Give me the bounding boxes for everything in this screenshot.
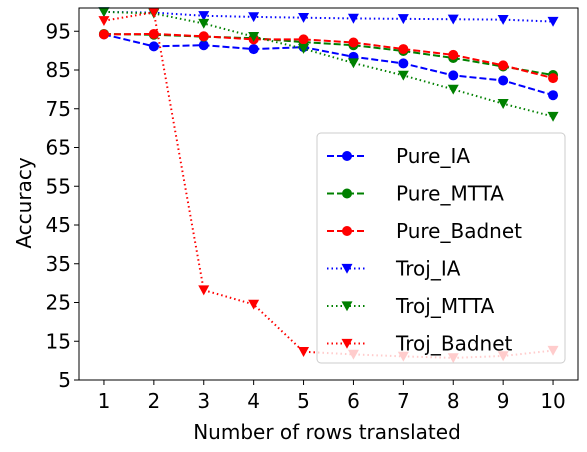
data-point-troj-mtta-5: [298, 44, 310, 54]
y-tick-label-5: 5: [58, 368, 71, 392]
legend-marker-pure-badnet: [342, 226, 352, 236]
series-troj-ia: [98, 7, 559, 27]
data-point-troj-ia-6: [347, 13, 359, 24]
axes-frame: [78, 7, 579, 381]
legend-entry-troj-mtta: Troj_MTTA: [327, 294, 495, 318]
data-point-pure-badnet-3: [198, 31, 209, 42]
x-tick-label-10: 10: [540, 389, 565, 413]
series-pure-badnet: [98, 28, 559, 84]
x-tick-label-6: 6: [347, 389, 360, 413]
data-point-pure-badnet-7: [398, 44, 409, 55]
legend-label-pure-mtta: Pure_MTTA: [396, 182, 504, 206]
x-tick-label-5: 5: [297, 389, 310, 413]
y-tick-label-85: 85: [46, 58, 71, 82]
data-point-troj-mtta-4: [248, 32, 260, 42]
series-line-pure-ia: [103, 33, 554, 97]
data-point-troj-ia-10: [547, 16, 559, 27]
data-point-pure-ia-8: [448, 70, 459, 81]
y-tick-label-15: 15: [46, 329, 71, 353]
legend-label-troj-ia: Troj_IA: [395, 257, 461, 281]
data-point-troj-badnet-4: [248, 299, 260, 310]
series-line-pure-badnet: [103, 32, 554, 80]
data-point-pure-ia-9: [498, 75, 509, 86]
legend-entry-pure-badnet: Pure_Badnet: [327, 219, 522, 243]
y-tick-label-75: 75: [46, 97, 71, 121]
plot-area-border: [78, 7, 579, 381]
legend-entry-pure-ia: Pure_IA: [327, 144, 470, 168]
legend-label-pure-badnet: Pure_Badnet: [396, 219, 522, 243]
legend-marker-troj-mtta: [341, 301, 353, 312]
legend-entry-troj-badnet: Troj_Badnet: [327, 332, 513, 356]
data-point-troj-ia-3: [198, 11, 210, 21]
data-point-troj-badnet-2: [148, 7, 160, 18]
data-point-troj-mtta-8: [447, 84, 459, 95]
legend-label-troj-badnet: Troj_Badnet: [395, 332, 513, 356]
legend-entry-troj-ia: Troj_IA: [327, 257, 461, 281]
y-axis-ticks: 5 15 25 35 45 55 65 75 85 95: [46, 19, 79, 392]
y-tick-label-65: 65: [46, 136, 71, 160]
data-point-pure-ia-4: [248, 44, 259, 55]
data-point-pure-ia-10: [548, 90, 559, 101]
y-tick-label-45: 45: [46, 213, 71, 237]
data-point-troj-mtta-10: [547, 111, 559, 122]
data-point-troj-mtta-1: [98, 7, 110, 18]
legend-marker-pure-mtta: [342, 188, 352, 199]
data-point-pure-badnet-2: [148, 28, 159, 39]
legend-entries: Pure_IA Pure_MTTA Pure_Badnet Troj_IA Troj_M…: [327, 144, 522, 356]
data-point-troj-ia-4: [248, 12, 260, 23]
data-point-troj-mtta-3: [198, 18, 210, 29]
data-point-pure-badnet-9: [498, 60, 509, 71]
legend-marker-troj-badnet: [341, 338, 353, 349]
data-point-troj-mtta-7: [397, 70, 409, 81]
legend-entry-pure-mtta: Pure_MTTA: [327, 182, 504, 206]
x-tick-label-1: 1: [98, 389, 111, 413]
data-point-pure-badnet-6: [348, 37, 359, 48]
x-axis-ticks: 1 2 3 4 5 6 7 8 9 10: [98, 380, 566, 413]
data-point-pure-badnet-1: [98, 29, 109, 40]
data-point-troj-badnet-5: [298, 347, 310, 357]
legend-label-pure-ia: Pure_IA: [396, 144, 470, 168]
x-tick-label-3: 3: [197, 389, 210, 413]
x-tick-label-7: 7: [397, 389, 410, 413]
x-tick-label-9: 9: [497, 389, 510, 413]
data-point-troj-ia-5: [298, 13, 310, 23]
y-axis-label: Accuracy: [12, 157, 36, 248]
y-tick-label-25: 25: [46, 291, 71, 315]
data-point-troj-ia-8: [447, 14, 459, 25]
series-troj-mtta: [98, 7, 559, 122]
data-point-troj-ia-7: [397, 14, 409, 25]
data-point-pure-badnet-8: [448, 49, 459, 60]
data-point-troj-mtta-6: [347, 58, 359, 69]
legend-marker-pure-ia: [342, 151, 352, 161]
series-line-troj-mtta: [103, 10, 554, 118]
legend: Pure_IA Pure_MTTA Pure_Badnet Troj_IA Troj_M…: [316, 132, 566, 364]
x-tick-label-4: 4: [247, 389, 260, 413]
data-point-troj-badnet-3: [198, 285, 210, 296]
y-tick-label-55: 55: [46, 174, 71, 198]
series-pure-mtta: [98, 28, 559, 81]
x-tick-label-2: 2: [147, 389, 160, 413]
y-tick-label-95: 95: [46, 19, 71, 43]
legend-label-troj-mtta: Troj_MTTA: [395, 294, 495, 318]
y-tick-label-35: 35: [46, 252, 71, 276]
series-layer: [98, 7, 559, 364]
legend-box: [316, 132, 566, 364]
data-point-troj-ia-9: [497, 14, 509, 25]
data-point-troj-badnet-1: [98, 16, 110, 27]
series-line-troj-ia: [103, 10, 554, 23]
data-point-pure-ia-3: [198, 40, 209, 51]
x-axis-label: Number of rows translated: [193, 420, 461, 444]
data-point-pure-ia-2: [148, 41, 159, 52]
data-point-pure-ia-7: [398, 58, 409, 69]
x-tick-label-8: 8: [447, 389, 460, 413]
data-point-pure-badnet-10: [548, 73, 559, 84]
data-point-troj-mtta-9: [497, 99, 509, 109]
data-point-pure-badnet-5: [298, 34, 309, 45]
legend-marker-troj-ia: [341, 263, 353, 274]
